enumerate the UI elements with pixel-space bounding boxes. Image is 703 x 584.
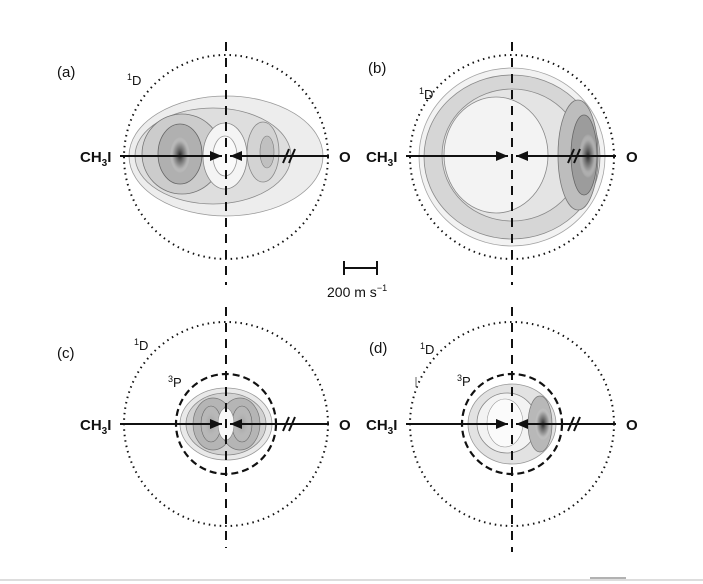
panel-d-letter: (d): [369, 340, 387, 357]
panel-c-left-molecule-label: CH3I: [80, 417, 111, 437]
panel-b-axis-break: [567, 148, 581, 164]
panel-a-arrowhead-left: [210, 151, 222, 161]
panel-c: (c) 1D 3P CH3I O: [57, 307, 351, 548]
panel-d-arrowhead-right: [516, 419, 528, 429]
panel-c-axis-break: [282, 416, 296, 432]
panel-c-arrowhead-right: [230, 419, 242, 429]
panel-a-letter: (a): [57, 64, 75, 81]
panel-a-left-molecule-label: CH3I: [80, 149, 111, 169]
panel-d-left-molecule-label: CH3I: [366, 417, 397, 437]
panel-b-left-molecule-label: CH3I: [366, 149, 397, 169]
panel-c-arrowhead-left: [210, 419, 222, 429]
panel-b-arrowhead-right: [516, 151, 528, 161]
panel-b-right-atom-label: O: [626, 149, 638, 166]
panel-d: (d) 1D 3P CH3I O: [366, 307, 638, 552]
panel-c-letter: (c): [57, 345, 75, 362]
panel-b: (b) 1D CH3I O: [366, 42, 638, 285]
scale-bar-label: 200 m s−1: [327, 283, 387, 300]
panel-d-axis-break: [567, 416, 581, 432]
panel-d-right-atom-label: O: [626, 417, 638, 434]
panel-c-outer-state-label: 1D: [134, 337, 148, 353]
panel-c-inner-state-label: 3P: [168, 374, 182, 390]
panel-a-right-atom-label: O: [339, 149, 351, 166]
panel-a-outer-state-label: 1D: [127, 72, 141, 88]
panel-d-outer-state-label: 1D: [420, 341, 434, 357]
panel-d-arrowhead-left: [496, 419, 508, 429]
panel-b-outer-state-label: 1D: [419, 86, 433, 102]
panel-b-letter: (b): [368, 60, 386, 77]
panel-a-axis-break: [282, 148, 296, 164]
panel-c-right-atom-label: O: [339, 417, 351, 434]
panel-a: (a) 1D CH3I O: [57, 42, 351, 285]
scale-bar: 200 m s−1: [327, 261, 387, 300]
panel-b-arrowhead-left: [496, 151, 508, 161]
panel-d-inner-state-label: 3P: [457, 373, 471, 389]
panel-a-arrowhead-right: [230, 151, 242, 161]
